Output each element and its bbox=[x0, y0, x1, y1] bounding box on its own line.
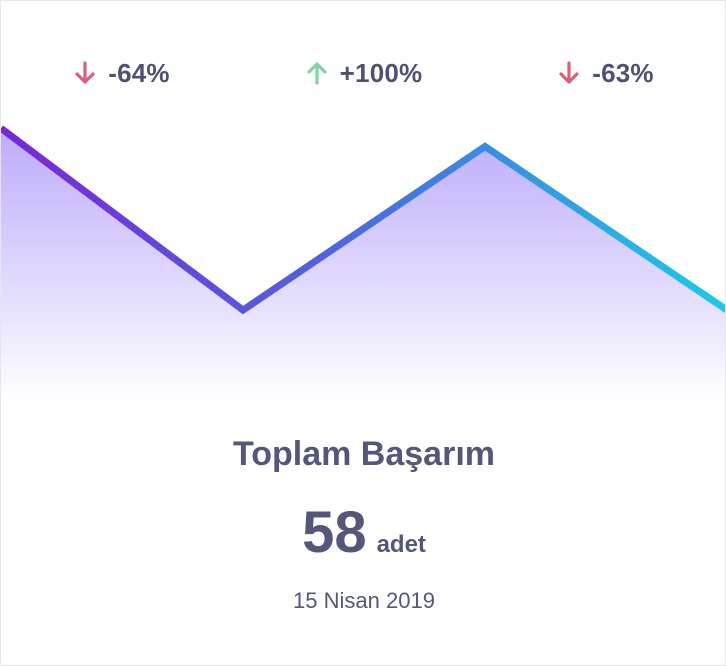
series-line bbox=[1, 125, 725, 315]
summary-date: 15 Nisan 2019 bbox=[293, 588, 435, 613]
summary-value: 58 bbox=[302, 500, 367, 565]
area-fill bbox=[1, 128, 725, 401]
delta-segment-2: +100% bbox=[243, 53, 485, 93]
arrow-up-icon bbox=[307, 62, 327, 85]
summary: Toplam Başarım 58 adet 15 Nisan 2019 bbox=[1, 421, 725, 614]
arrow-down-icon bbox=[559, 61, 579, 84]
delta-label: +100% bbox=[339, 57, 423, 88]
summary-title: Toplam Başarım bbox=[232, 435, 495, 473]
delta-segment-3: -63% bbox=[485, 53, 725, 93]
arrow-down-icon bbox=[75, 61, 95, 84]
summary-unit: adet bbox=[376, 531, 426, 558]
chart-svg bbox=[1, 1, 725, 401]
delta-segment-1: -64% bbox=[1, 53, 243, 93]
area-chart bbox=[1, 1, 725, 401]
delta-label: -64% bbox=[108, 57, 170, 88]
delta-row: -64% +100% -63% bbox=[1, 53, 725, 93]
summary-value-row: 58 adet bbox=[1, 500, 725, 565]
delta-label: -63% bbox=[592, 57, 654, 88]
